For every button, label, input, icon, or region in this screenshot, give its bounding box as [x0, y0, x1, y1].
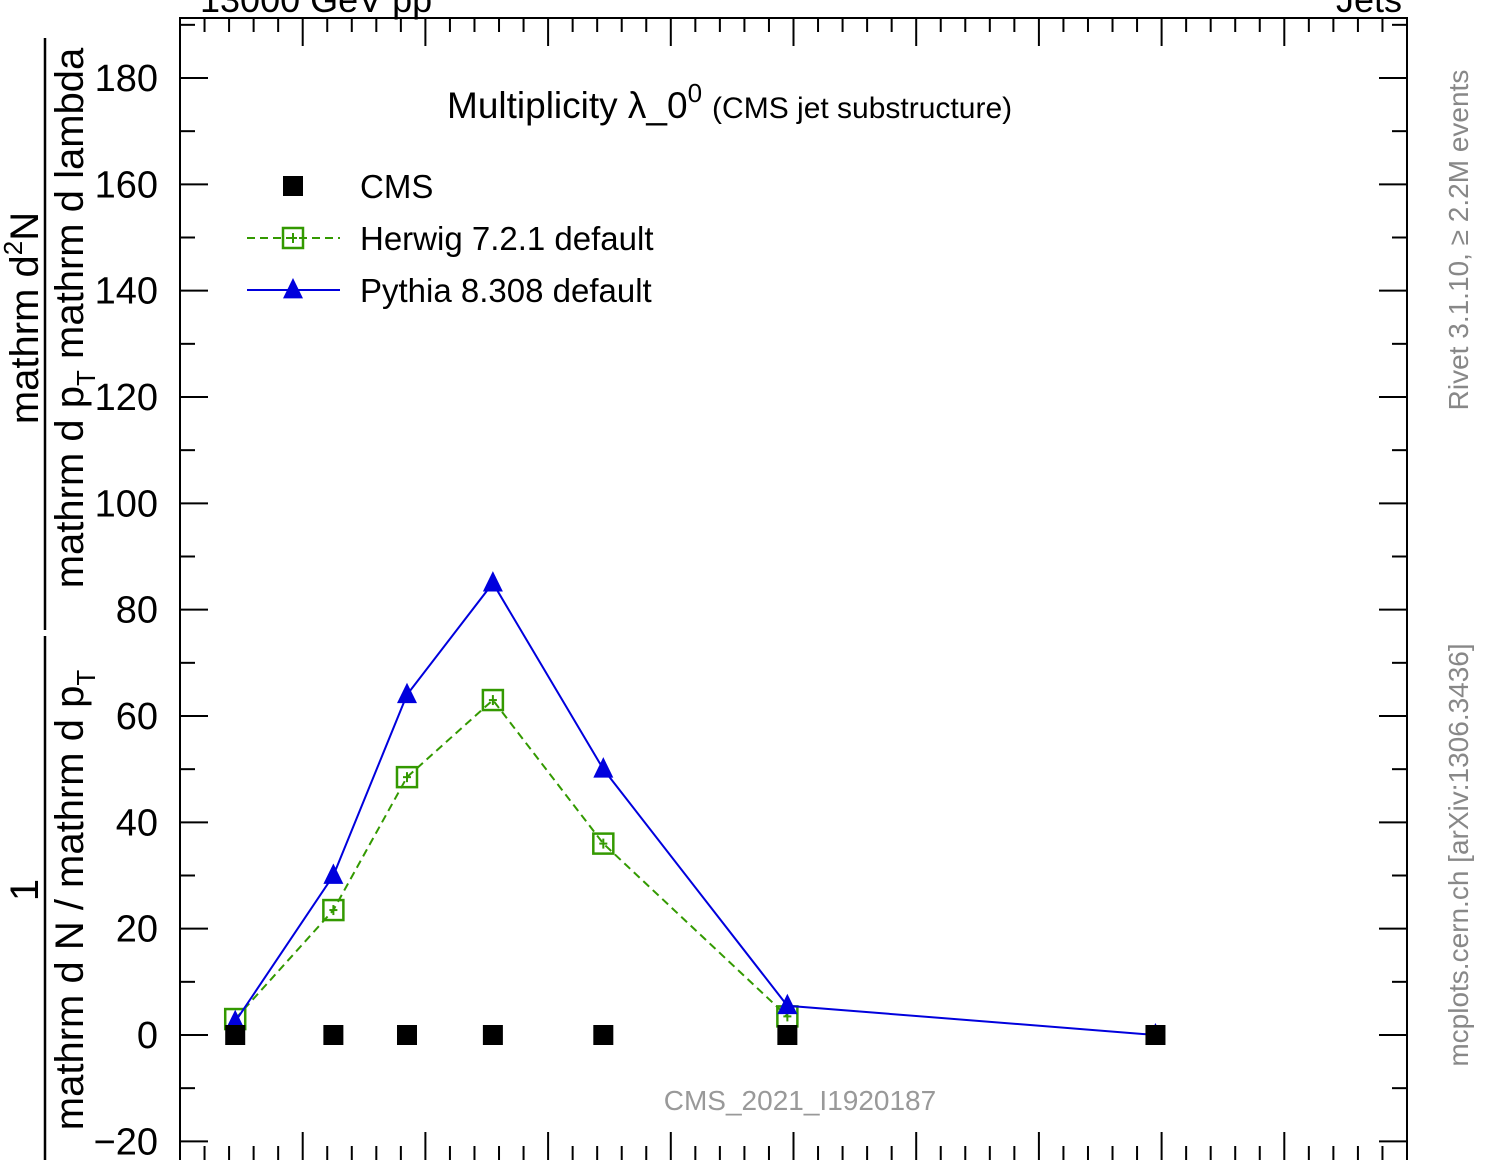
legend-item: Pythia 8.308 default [247, 272, 652, 309]
y-tick-label: 160 [95, 164, 158, 206]
data-point [593, 1025, 614, 1045]
series-pythia-8-308-default [225, 571, 1166, 1044]
y-tick-label: 180 [95, 58, 158, 100]
header-left-text: 13000 GeV pp [200, 0, 432, 20]
ylabel-numerator-1: mathrm d [3, 255, 47, 424]
data-point [592, 832, 615, 855]
data-point [777, 1025, 798, 1045]
legend-label: Pythia 8.308 default [360, 272, 652, 309]
series-cms [225, 1025, 1166, 1045]
y-tick-label: 140 [95, 271, 158, 313]
x-axis [179, 18, 1408, 1160]
y-axis: −20 0 20 40 60 80 100 120 140 160 180 [94, 23, 1407, 1160]
data-point [482, 571, 503, 592]
y-tick-label: 60 [116, 696, 158, 738]
ylabel-prefix-numerator: 1 [3, 879, 47, 901]
data-point [323, 863, 344, 884]
legend-label: CMS [360, 168, 433, 205]
y-axis-label: mathrm d2N mathrm d pT mathrm d lambda 1… [0, 38, 101, 1160]
chart-title-main: Multiplicity λ_0 [447, 85, 688, 126]
data-point [323, 1025, 344, 1045]
y-tick-label: 120 [95, 377, 158, 419]
series-herwig-7-2-1-default [223, 688, 799, 1031]
header-right-text: Jets [1336, 0, 1402, 20]
ylabel-denominator-2: mathrm d lambda [48, 47, 92, 370]
ylabel-denominator-sub: T [71, 370, 101, 386]
legend-label: Herwig 7.2.1 default [360, 220, 654, 257]
analysis-watermark: CMS_2021_I1920187 [664, 1085, 936, 1116]
series-line [234, 698, 789, 1020]
ylabel-denominator: mathrm d pT mathrm d lambda [48, 47, 101, 588]
ylabel-prefix-denominator: mathrm d N / mathrm d pT [48, 670, 101, 1131]
data-point [481, 688, 505, 712]
ylabel-prefix-den-1: mathrm d N / mathrm d p [48, 686, 92, 1131]
legend-item: CMS [283, 168, 433, 205]
legend-marker [283, 278, 303, 299]
legend-marker [281, 226, 305, 250]
legend-item: Herwig 7.2.1 default [247, 220, 654, 257]
y-tick-label: 100 [95, 483, 158, 525]
data-point [225, 1025, 246, 1045]
data-point [322, 898, 345, 922]
chart-title: Multiplicity λ_00 (CMS jet substructure) [447, 78, 1012, 126]
chart-title-sup: 0 [688, 78, 702, 108]
y-tick-label: −20 [94, 1121, 158, 1160]
ylabel-numerator-sup: 2 [0, 241, 28, 255]
data-point [396, 682, 417, 704]
data-point [777, 993, 798, 1015]
series-line [234, 581, 1156, 1036]
y-tick-label: 20 [116, 909, 158, 951]
data-point [1145, 1025, 1166, 1045]
ylabel-denominator-1: mathrm d p [48, 386, 92, 588]
ylabel-prefix-den-sub: T [71, 670, 101, 686]
ylabel-numerator-2: N [3, 212, 47, 241]
ylabel-numerator: mathrm d2N [0, 212, 47, 424]
y-tick-label: 40 [116, 802, 158, 844]
series-layer [223, 571, 1166, 1045]
y-tick-label: 0 [137, 1015, 158, 1057]
data-point [482, 1025, 503, 1045]
rivet-info-text: Rivet 3.1.10, ≥ 2.2M events [1443, 70, 1474, 411]
legend-marker [283, 176, 303, 196]
data-point [593, 757, 614, 778]
legend: CMS Herwig 7.2.1 default Pythia 8.308 defa… [247, 168, 654, 309]
y-tick-label: 80 [116, 590, 158, 632]
data-point [395, 765, 419, 789]
chart-title-sub: (CMS jet substructure) [712, 92, 1012, 125]
data-point [396, 1025, 417, 1045]
source-text: mcplots.cern.ch [arXiv:1306.3436] [1443, 643, 1474, 1066]
